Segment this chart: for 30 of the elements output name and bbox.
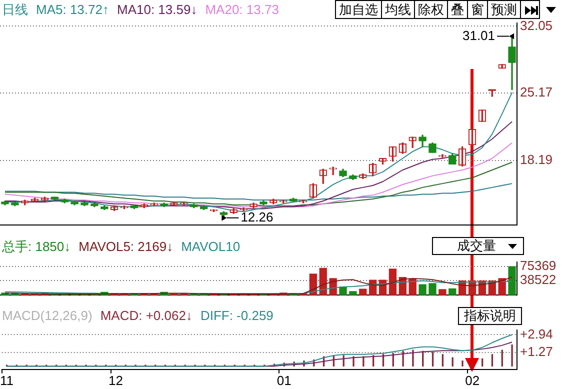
text: 均线: [381, 0, 415, 19]
y-tick-label: +1.27: [520, 344, 553, 360]
y-tick-label: 18.19: [520, 152, 553, 167]
y-tick-label: +2.94: [520, 326, 553, 342]
text: MAVOL10: [181, 239, 240, 254]
y-tick-label: 32.05: [520, 18, 553, 33]
chart-title: 日线: [2, 2, 28, 17]
y-tick-label: 75369: [520, 258, 556, 274]
text: 指标说明: [458, 307, 522, 325]
text: MA20: 13.73: [205, 2, 279, 17]
annotation: 31.01: [462, 28, 496, 43]
text: MACD: +0.062↓: [100, 308, 192, 323]
x-tick-label: 12: [108, 372, 123, 388]
y-tick-label: 25.17: [520, 84, 553, 100]
text: 总手: 1850↓: [2, 239, 71, 254]
text: 加自选: [335, 0, 382, 19]
text: MA5: 13.72↑: [36, 2, 109, 17]
text: 叠: [447, 0, 468, 19]
text: 窗: [467, 0, 488, 19]
text: 除权: [414, 0, 448, 19]
text: DIFF: -0.259: [200, 308, 274, 323]
text: MAVOL5: 2169↓: [78, 239, 174, 254]
text: 成交量: [457, 238, 496, 254]
y-tick-label: 38522: [520, 272, 556, 288]
x-tick-label: 02: [465, 372, 480, 388]
text: MA10: 13.59↓: [117, 2, 198, 17]
x-tick-label: 11: [0, 372, 14, 388]
chart-title: MACD(12,26,9): [2, 308, 92, 323]
x-tick-label: 01: [276, 372, 292, 388]
text: 预测: [487, 0, 521, 19]
